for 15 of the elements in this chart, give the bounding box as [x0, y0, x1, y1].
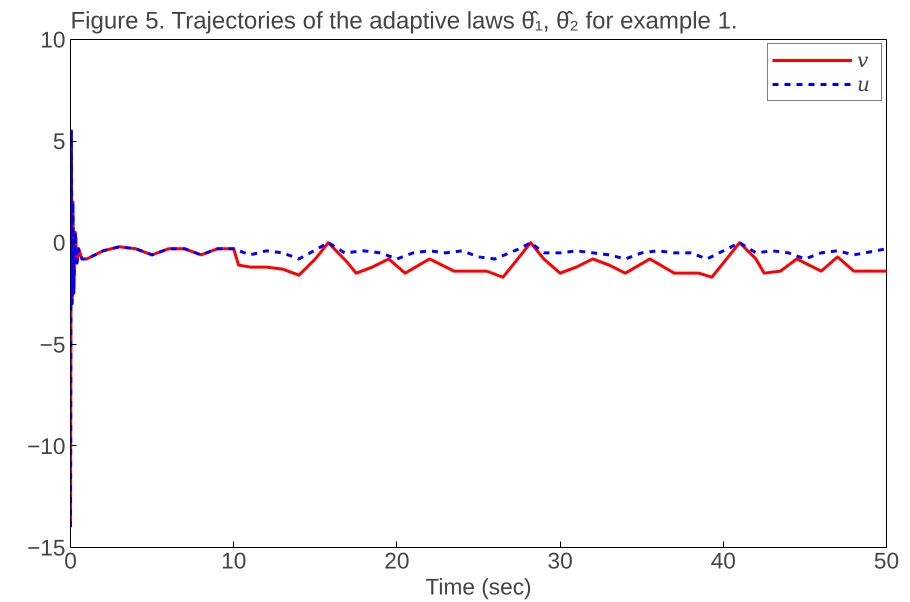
x-axis-title: Time (sec): [425, 574, 532, 600]
x-tick-label: 40: [710, 548, 736, 574]
x-tick-label: 10: [221, 548, 246, 574]
x-tick-label: 50: [874, 548, 900, 574]
legend-label: v: [857, 48, 870, 72]
y-tick-label: −15: [27, 534, 66, 560]
y-tick-label: 5: [52, 128, 66, 154]
y-tick-label: 0: [52, 230, 66, 256]
y-tick-label: 10: [40, 26, 66, 52]
chart-title: Figure 5. Trajectories of the adaptive laws θ̂₁, θ̂₂ for example 1.: [70, 8, 738, 34]
x-tick-label: 20: [384, 548, 410, 574]
x-tick-label: 30: [548, 548, 573, 574]
y-tick-label: −5: [40, 331, 66, 358]
y-tick-label: −10: [27, 432, 66, 459]
legend-label: u: [857, 72, 871, 96]
